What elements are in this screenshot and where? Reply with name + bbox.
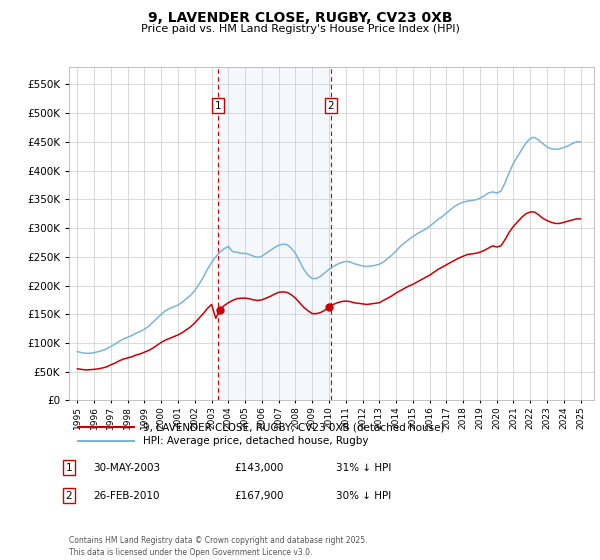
Text: 9, LAVENDER CLOSE, RUGBY, CV23 0XB: 9, LAVENDER CLOSE, RUGBY, CV23 0XB [148, 11, 452, 25]
Text: HPI: Average price, detached house, Rugby: HPI: Average price, detached house, Rugb… [143, 436, 369, 446]
Text: Contains HM Land Registry data © Crown copyright and database right 2025.
This d: Contains HM Land Registry data © Crown c… [69, 536, 367, 557]
Bar [218, 67, 331, 400]
Text: £143,000: £143,000 [234, 463, 283, 473]
Text: 26-FEB-2010: 26-FEB-2010 [93, 491, 160, 501]
Text: 30% ↓ HPI: 30% ↓ HPI [336, 491, 391, 501]
Text: 1: 1 [215, 100, 221, 110]
Text: 30-MAY-2003: 30-MAY-2003 [93, 463, 160, 473]
Text: 9, LAVENDER CLOSE, RUGBY, CV23 0XB (detached house): 9, LAVENDER CLOSE, RUGBY, CV23 0XB (deta… [143, 422, 445, 432]
Text: 2: 2 [65, 491, 73, 501]
Text: 2: 2 [328, 100, 334, 110]
Text: 1: 1 [65, 463, 73, 473]
Text: £167,900: £167,900 [234, 491, 284, 501]
Text: 31% ↓ HPI: 31% ↓ HPI [336, 463, 391, 473]
Text: Price paid vs. HM Land Registry's House Price Index (HPI): Price paid vs. HM Land Registry's House … [140, 24, 460, 34]
